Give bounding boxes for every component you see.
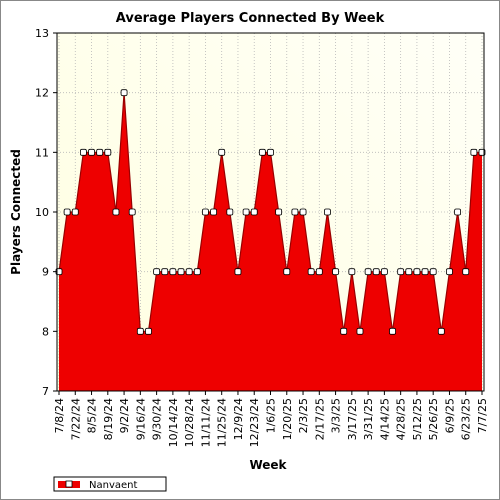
data-point [161,268,169,276]
x-tick-label: 9/30/24 [151,398,164,440]
data-point [429,268,437,276]
data-point [283,268,291,276]
y-tick-label: 9 [42,266,49,279]
x-tick-label: 8/19/24 [102,398,115,440]
data-point [364,268,372,276]
data-point [413,268,421,276]
data-point [299,208,307,216]
data-point [307,268,315,276]
data-point [210,208,217,216]
data-point [397,268,405,276]
data-point [324,208,331,216]
x-tick-label: 7/7/25 [476,398,489,433]
data-point [226,208,234,216]
chart-title: Average Players Connected By Week [116,11,385,26]
data-point [389,327,396,335]
data-point [63,208,71,216]
x-tick-label: 4/28/25 [395,398,408,440]
x-tick-label: 10/28/24 [183,398,196,447]
x-tick-label: 7/8/24 [53,398,66,433]
data-point [315,268,323,276]
data-point [332,268,339,276]
x-tick-label: 11/11/24 [199,398,212,447]
data-point [462,268,470,276]
y-tick-label: 7 [42,385,49,398]
data-point [340,327,348,335]
data-point [234,268,242,276]
data-point [437,327,445,335]
y-tick-label: 11 [35,146,49,159]
data-point [372,268,380,276]
data-point [104,148,112,156]
data-point [193,268,201,276]
data-point [80,148,87,156]
y-tick-label: 10 [35,206,49,219]
y-axis-title: Players Connected [9,149,23,275]
data-point [120,89,128,97]
data-point [242,208,250,216]
x-tick-label: 12/23/24 [248,398,261,447]
x-tick-label: 8/5/24 [86,398,99,433]
y-tick-label: 8 [42,325,49,338]
data-point [153,268,161,276]
x-tick-label: 9/16/24 [134,398,147,440]
legend-label: Nanvaent [89,480,137,491]
legend: Nanvaent [53,476,167,492]
data-point [112,208,120,216]
x-tick-label: 6/23/25 [460,398,473,440]
data-point [380,268,388,276]
series-area-fill [59,92,482,392]
data-point [88,148,95,156]
x-tick-label: 11/25/24 [216,398,229,447]
data-point [128,208,136,216]
data-point [218,148,226,156]
x-tick-label: 12/9/24 [232,398,245,440]
data-point [446,268,453,276]
plot-border [56,32,485,392]
x-axis-title: Week [249,458,287,472]
x-tick-label: 2/17/25 [313,398,326,440]
x-tick-label: 7/22/24 [69,398,82,440]
data-point [71,208,79,216]
x-tick-label: 9/2/24 [118,398,131,433]
x-tick-label: 1/20/25 [281,398,294,440]
x-tick-label: 2/3/25 [297,398,310,433]
data-point [267,148,274,156]
y-axis-ticks: 7 8 9 10 11 12 13 [35,27,57,398]
legend-marker [65,480,73,488]
x-tick-label: 5/12/25 [411,398,424,440]
data-point [177,268,185,276]
data-point [202,208,209,216]
data-point [454,208,461,216]
x-tick-label: 3/31/25 [362,398,375,440]
data-point [348,268,356,276]
data-point [470,148,478,156]
y-tick-label: 12 [35,87,49,100]
x-tick-label: 3/17/25 [346,398,359,440]
data-point [258,148,266,156]
data-point [291,208,299,216]
y-tick-label: 13 [35,27,49,40]
legend-box [53,476,167,492]
data-point [275,208,283,216]
data-point [145,327,152,335]
data-point [421,268,429,276]
x-tick-label: 4/14/25 [378,398,391,440]
data-point [96,148,104,156]
x-tick-label: 10/14/24 [167,398,180,447]
data-point [169,268,177,276]
data-point [405,268,413,276]
x-tick-label: 1/6/25 [265,398,278,433]
x-tick-label: 5/26/25 [427,398,440,440]
x-tick-label: 6/9/25 [443,398,456,433]
data-point [250,208,258,216]
x-tick-label: 3/3/25 [330,398,343,433]
data-point [185,268,193,276]
series-markers [55,89,486,335]
data-point [356,327,364,335]
x-axis-ticks: 7/8/24 7/22/24 8/5/24 8/19/24 9/2/24 9/16/24 9… [53,391,489,447]
data-point [136,327,144,335]
